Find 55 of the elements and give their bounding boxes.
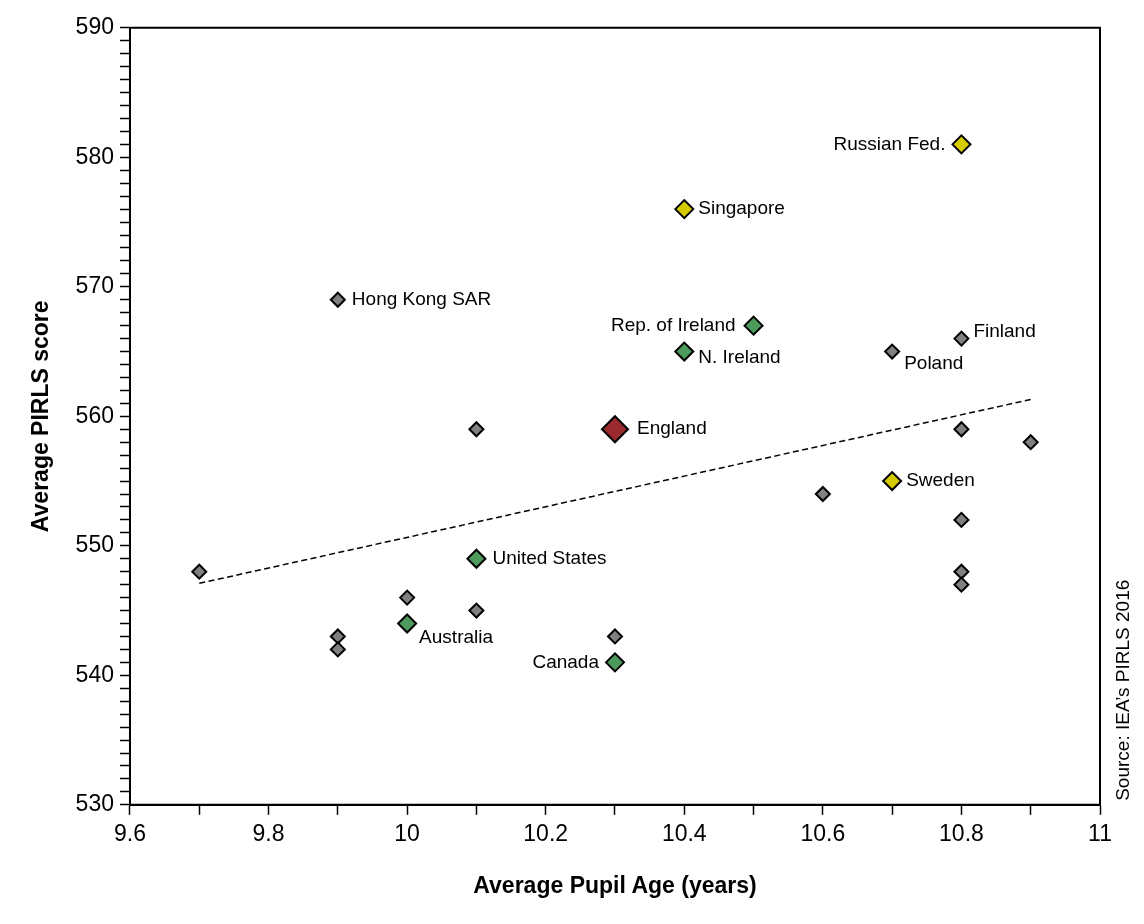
y-axis-title: Average PIRLS score: [27, 300, 54, 533]
source-note: Source: IEA’s PIRLS 2016: [1112, 579, 1134, 801]
point: [884, 343, 901, 360]
annotation: Finland: [973, 319, 1036, 341]
annotation: N. Ireland: [698, 345, 781, 367]
point: [951, 134, 972, 155]
x-tick-label: 9.6: [113, 819, 146, 846]
point: [399, 589, 416, 606]
annotation: Russian Fed.: [833, 132, 946, 154]
point: [743, 315, 764, 336]
x-tick-label: 10.4: [661, 819, 707, 846]
annotation: Australia: [419, 625, 494, 647]
y-tick-label: 550: [75, 531, 114, 558]
x-tick-label: 11: [1088, 819, 1112, 846]
point: [468, 421, 485, 438]
point: [468, 602, 485, 619]
annotation: England: [636, 417, 707, 439]
x-axis-title: Average Pupil Age (years): [473, 871, 757, 898]
y-tick-label: 590: [75, 13, 114, 40]
annotation: Sweden: [906, 469, 975, 491]
annotation: Singapore: [698, 197, 785, 219]
point: [397, 613, 418, 634]
point: [329, 291, 346, 308]
annotation: Poland: [904, 351, 964, 373]
annotation: Canada: [532, 650, 600, 672]
point: [814, 486, 831, 502]
point: [600, 415, 629, 444]
x-tick-label: 10.6: [800, 819, 846, 846]
x-tick-label: 9.8: [252, 819, 285, 846]
point: [466, 548, 487, 569]
y-tick-label: 540: [75, 660, 114, 687]
point: [674, 341, 695, 362]
point: [953, 421, 970, 438]
point: [191, 563, 208, 580]
y-tick-label: 580: [75, 142, 114, 169]
y-tick-label: 530: [75, 790, 114, 817]
point: [674, 199, 695, 220]
point: [606, 628, 623, 645]
x-tick-label: 10.2: [523, 819, 569, 846]
point: [329, 641, 346, 658]
point: [953, 511, 970, 528]
x-tick-label: 10.8: [939, 819, 984, 846]
point: [1022, 434, 1039, 451]
y-tick-label: 560: [75, 401, 114, 428]
point: [953, 576, 970, 593]
point: [953, 330, 970, 347]
point: [329, 628, 346, 645]
annotation: United States: [492, 546, 607, 568]
x-tick-label: 10: [394, 819, 420, 846]
annotation: Rep. of Ireland: [610, 313, 736, 335]
y-tick-label: 570: [75, 272, 114, 299]
point: [604, 652, 625, 673]
annotation: Hong Kong SAR: [351, 287, 492, 309]
point: [882, 471, 903, 492]
point: [953, 563, 970, 580]
